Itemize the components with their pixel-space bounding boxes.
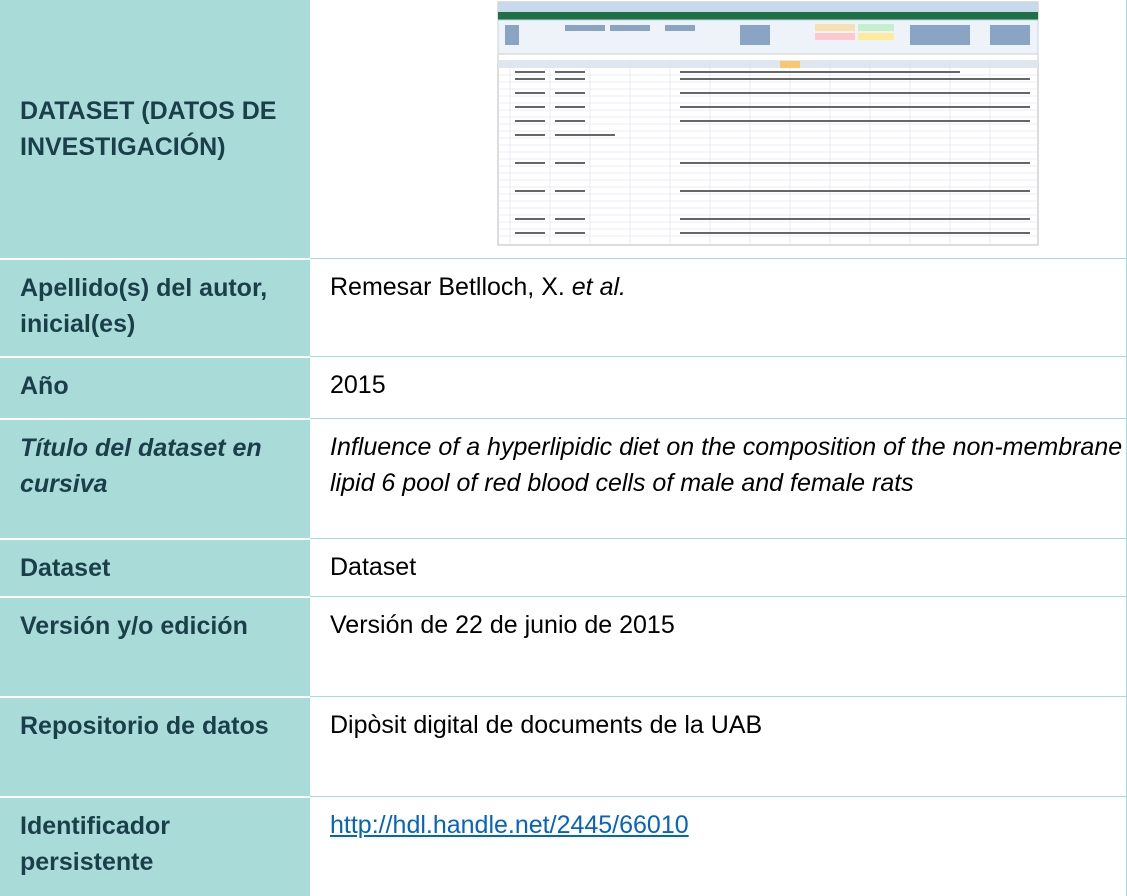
row: Identificador persistente http://hdl.han… <box>0 796 1127 896</box>
row: Dataset Dataset <box>0 538 1127 598</box>
row: Título del dataset en cursiva Influence … <box>0 418 1127 540</box>
value: Versión de 22 de junio de 2015 <box>310 596 1127 697</box>
author: Remesar Betlloch, X. <box>330 273 565 301</box>
label: DATASET (DATOS DE INVESTIGACIÓN) <box>0 0 310 260</box>
value: Influence of a hyperlipidic diet on the … <box>310 418 1127 539</box>
label: Versión y/o edición <box>0 596 310 698</box>
link[interactable]: http://hdl.handle.net/2445/66010 <box>330 811 689 839</box>
value: 2015 <box>310 356 1127 419</box>
value: Dataset <box>310 538 1127 597</box>
screenshot-cell <box>310 0 1127 259</box>
row: DATASET (DATOS DE INVESTIGACIÓN) <box>0 0 1127 260</box>
author-suffix: et al. <box>571 273 626 301</box>
label: Dataset <box>0 538 310 598</box>
label: Año <box>0 356 310 420</box>
label: Repositorio de datos <box>0 696 310 798</box>
row: Apellido(s) del autor, inicial(es) Remes… <box>0 258 1127 358</box>
spreadsheet-screenshot <box>497 1 1039 246</box>
row: Repositorio de datos Dipòsit digital de … <box>0 696 1127 798</box>
row: Año 2015 <box>0 356 1127 420</box>
value: Dipòsit digital de documents de la UAB <box>310 696 1127 797</box>
label: Apellido(s) del autor, inicial(es) <box>0 258 310 358</box>
label: Identificador persistente <box>0 796 310 896</box>
label: Título del dataset en cursiva <box>0 418 310 540</box>
value: http://hdl.handle.net/2445/66010 <box>310 796 1127 896</box>
value: Remesar Betlloch, X. et al. <box>310 258 1127 357</box>
row: Versión y/o edición Versión de 22 de jun… <box>0 596 1127 698</box>
